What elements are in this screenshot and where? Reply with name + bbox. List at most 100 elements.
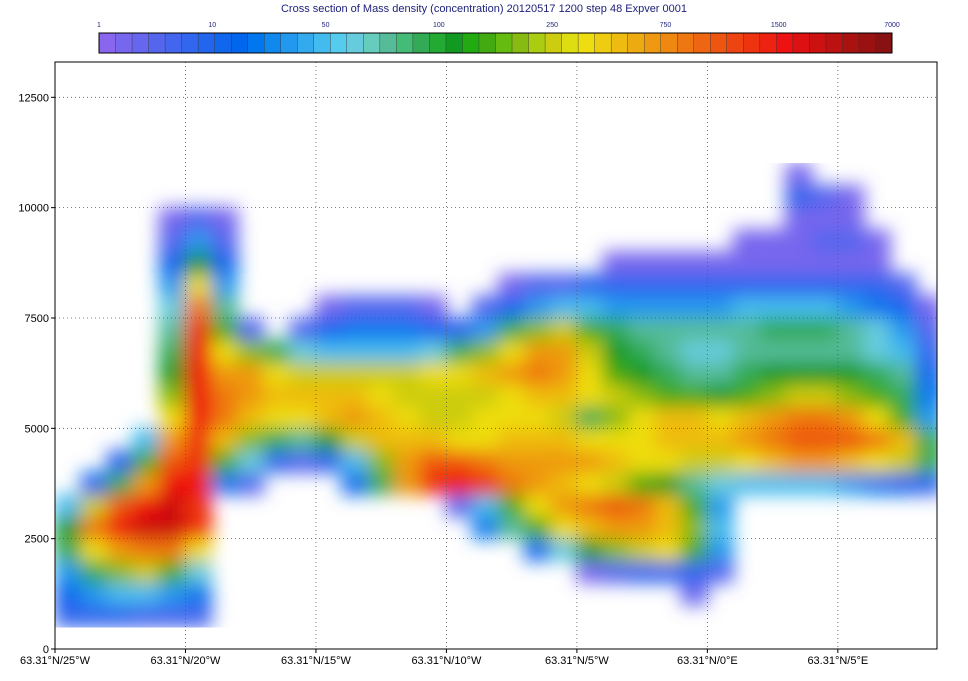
field-cell [576, 494, 604, 518]
field-cell [785, 383, 813, 407]
field-cell [315, 427, 343, 451]
field-cell [628, 383, 656, 407]
field-cell [602, 317, 630, 341]
field-cell [55, 560, 82, 584]
x-tick-label: 63.31°N/10°W [411, 655, 482, 667]
field-cell [158, 251, 186, 275]
colorbar-swatch [379, 32, 397, 54]
field-cell [367, 295, 395, 319]
field-cell [706, 538, 734, 562]
field-cell [211, 405, 239, 429]
field-cell [472, 471, 500, 496]
field-cell [263, 405, 291, 429]
field-cell [237, 339, 265, 363]
field-cell [158, 361, 186, 385]
field-cell [628, 317, 656, 341]
field-cell [628, 361, 656, 385]
colorbar-swatch [759, 32, 777, 54]
field-cell [759, 317, 787, 341]
field-cell [498, 405, 526, 429]
colorbar-label: 750 [660, 22, 672, 29]
colorbar-swatch [363, 32, 381, 54]
field-cell [524, 317, 552, 341]
field-cell [680, 251, 708, 275]
field-cell [132, 427, 160, 451]
x-tick-label: 63.31°N/25°W [20, 655, 91, 667]
field-cell [915, 383, 937, 407]
field-cell [732, 427, 761, 451]
field-cell [184, 582, 213, 606]
y-tick-label: 7500 [25, 313, 49, 325]
field-cell [889, 471, 917, 496]
field-cell [393, 317, 421, 341]
field-cell [863, 273, 891, 297]
field-cell [184, 405, 213, 429]
field-cell [367, 471, 395, 496]
field-cell [184, 538, 213, 562]
field-cell [602, 449, 630, 473]
field-cell [785, 273, 813, 297]
field-cell [132, 604, 160, 628]
field-cell [628, 471, 656, 496]
field-cell [80, 516, 108, 540]
field-cell [680, 538, 708, 562]
field-cell [759, 251, 787, 275]
field-cell [184, 361, 213, 385]
colorbar-swatch [230, 32, 249, 54]
colorbar-swatch [875, 32, 893, 54]
field-cell [524, 405, 552, 429]
chart-title: Cross section of Mass density (concentra… [280, 3, 688, 15]
x-tick-label: 63.31°N/15°W [281, 655, 352, 667]
field-cell [706, 494, 734, 518]
field-cell [576, 361, 604, 385]
field-cell [184, 251, 213, 275]
field-cell [706, 516, 734, 540]
field-cell [811, 273, 839, 297]
field-cell [498, 471, 526, 496]
colorbar-label: 1500 [771, 22, 787, 29]
field-cell [315, 405, 343, 429]
field-cell [680, 516, 708, 540]
colorbar-swatch [280, 32, 298, 54]
field-cell [889, 339, 917, 363]
field-cell [706, 317, 734, 341]
colorbar-swatch [164, 32, 183, 54]
field-cell [393, 295, 421, 319]
field-cell [654, 405, 682, 429]
field-cell [628, 449, 656, 473]
field-cell [785, 339, 813, 363]
field-cell [393, 449, 421, 473]
colorbar-swatch [115, 32, 133, 54]
field-cell [80, 471, 108, 496]
field-cell [289, 317, 317, 341]
field-cell [367, 449, 395, 473]
field-cell [576, 405, 604, 429]
field-cell [811, 361, 839, 385]
field-cell [732, 405, 761, 429]
field-cell [472, 317, 500, 341]
y-tick-label: 2500 [25, 534, 49, 546]
field-cell [341, 339, 369, 363]
field-cell [550, 361, 578, 385]
colorbar-swatch [792, 32, 810, 54]
field-cell [759, 405, 787, 429]
field-cell [184, 449, 213, 473]
field-cell [419, 471, 447, 496]
field-cell [680, 427, 708, 451]
colorbar-swatch [429, 32, 447, 54]
field-cell [341, 471, 369, 496]
field-cell [837, 295, 865, 319]
field-cell [654, 516, 682, 540]
field-cell [445, 361, 474, 385]
field-cell [863, 405, 891, 429]
field-cell [445, 427, 474, 451]
field-cell [811, 471, 839, 496]
field-cell [367, 317, 395, 341]
field-cell [654, 339, 682, 363]
field-cell [211, 361, 239, 385]
field-cell [315, 339, 343, 363]
grid-lines [55, 62, 937, 649]
field-cell [211, 339, 239, 363]
field-cell [654, 494, 682, 518]
colorbar-swatch [825, 32, 843, 54]
